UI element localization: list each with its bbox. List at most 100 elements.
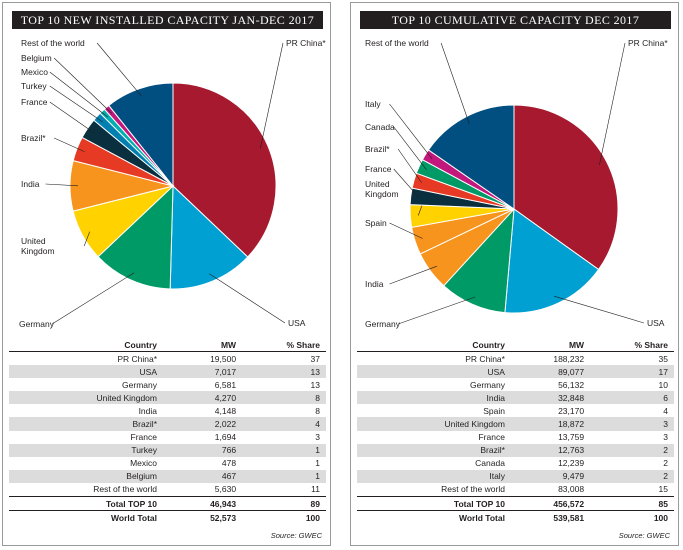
table-cell: Belgium (9, 469, 157, 483)
table-cell: PR China* (465, 353, 505, 364)
leader-line-france (49, 101, 95, 134)
table-header-row: Country MW% Share (357, 338, 674, 352)
column-header: Country (357, 338, 505, 352)
table-cell: 89,077 (504, 365, 585, 379)
table-cell: 766 (157, 443, 237, 457)
leader-line-germany (51, 272, 135, 325)
table-cell: 85 (584, 496, 674, 511)
table-row: United Kingdom 18,872 3 (357, 417, 674, 431)
chart-title: TOP 10 NEW INSTALLED CAPACITY JAN-DEC 20… (12, 11, 323, 29)
table-cell: Turkey (9, 443, 157, 457)
table-cell: USA (9, 365, 157, 379)
table-cell: 1 (236, 469, 326, 483)
pie-label-pr-china: PR China* (286, 38, 326, 48)
table-row: USA 89,077 17 (357, 365, 674, 379)
leader-line-mexico (49, 71, 108, 118)
table-cell: 188,232 (553, 353, 585, 364)
table-cell: 8 (236, 391, 326, 405)
table-row: France 1,694 3 (9, 431, 326, 444)
table-cell: 478 (221, 458, 237, 469)
table-cell: 6,581 (214, 379, 237, 390)
pie-label-pr-china: PR China* (628, 38, 668, 48)
chart-title: TOP 10 CUMULATIVE CAPACITY DEC 2017 (360, 11, 671, 29)
leader-line-rest-of-the-world (96, 42, 142, 97)
table-cell: 52,573 (157, 510, 237, 525)
table-cell: 456,572 (504, 496, 585, 511)
table-cell: France (478, 432, 505, 443)
table-cell: 467 (157, 469, 237, 483)
table-header-row: Country MW% Share (9, 338, 326, 352)
pie-label-france: France (21, 97, 48, 107)
table-cell: 2 (584, 443, 674, 457)
pie-label-united-kingdom: United Kingdom (21, 236, 55, 256)
table-cell: USA (357, 365, 505, 379)
pie-label-italy: Italy (365, 99, 381, 109)
pie-label-turkey: Turkey (21, 81, 47, 91)
leader-line-india (389, 265, 438, 285)
table-cell: Germany (469, 379, 505, 390)
table-row: Turkey 766 1 (9, 443, 326, 457)
table-row: Rest of the world 83,008 15 (357, 483, 674, 497)
pie-label-belgium: Belgium (21, 53, 52, 63)
table-cell: 89 (236, 496, 326, 511)
source-note: Source: GWEC (270, 531, 322, 540)
table-row: Brazil* 12,763 2 (357, 443, 674, 457)
pie-label-brazil: Brazil* (21, 133, 46, 143)
table-cell: 6 (584, 391, 674, 405)
table-cell: 13,759 (558, 432, 585, 443)
table-row: PR China* 19,500 37 (9, 352, 326, 366)
table-row: Mexico 478 1 (9, 457, 326, 470)
table-cell: 37 (310, 353, 320, 364)
table-cell: 1,694 (214, 432, 237, 443)
table-cell: 100 (236, 510, 326, 525)
table-cell: Total TOP 10 (9, 496, 157, 511)
table-cell: India (357, 391, 505, 405)
table-cell: 4,148 (214, 405, 237, 416)
table-cell: 3 (315, 432, 320, 443)
cumulative-capacity-panel: TOP 10 CUMULATIVE CAPACITY DEC 2017 PR C… (350, 2, 679, 546)
table-cell: Brazil* (357, 443, 505, 457)
new-capacity-panel: TOP 10 NEW INSTALLED CAPACITY JAN-DEC 20… (2, 2, 331, 546)
cumulative-capacity-table: Country MW% Share PR China* 188,232 35 USA 89,… (357, 338, 674, 525)
table-cell: 3 (584, 417, 674, 431)
table-cell: 4 (663, 405, 668, 416)
table-cell: 19,500 (210, 353, 237, 364)
table-cell: World Total (357, 510, 505, 525)
table-cell: Mexico (130, 458, 157, 469)
table-cell: India (138, 405, 157, 416)
column-header: % Share (236, 338, 326, 352)
table-row: Belgium 467 1 (9, 469, 326, 483)
table-cell: United Kingdom (9, 391, 157, 405)
table-cell: 17 (584, 365, 674, 379)
leader-line-italy (389, 103, 433, 160)
leader-line-germany (398, 296, 476, 325)
table-row: Spain 23,170 4 (357, 404, 674, 417)
table-cell: 7,017 (157, 365, 237, 379)
table-cell: Rest of the world (441, 484, 505, 495)
table-cell: Canada (475, 458, 505, 469)
pie-slice-rest-of-the-world (427, 104, 515, 210)
table-cell: Germany (122, 379, 157, 390)
leader-line-spain (389, 222, 423, 239)
table-cell: 10 (658, 379, 668, 390)
pie-label-india: India (21, 179, 40, 189)
table-row: PR China* 188,232 35 (357, 352, 674, 366)
table-cell: 8 (315, 405, 320, 416)
pie-label-usa: USA (647, 318, 665, 328)
column-header: Country (9, 338, 157, 352)
table-cell: 46,943 (157, 496, 237, 511)
table-row: India 4,148 8 (9, 404, 326, 417)
total-top10-row: Total TOP 10 456,572 85 (357, 496, 674, 511)
table-cell: 2 (663, 458, 668, 469)
leader-line-turkey (49, 85, 103, 123)
table-cell: 23,170 (558, 405, 585, 416)
table-cell: 18,872 (504, 417, 585, 431)
table-cell: 5,630 (214, 484, 237, 495)
table-cell: Total TOP 10 (357, 496, 505, 511)
world-total-row: World Total 539,581 100 (357, 510, 674, 525)
leader-line-pr-china (260, 42, 284, 149)
table-cell: 11 (311, 484, 320, 495)
table-cell: PR China* (117, 353, 157, 364)
table-cell: 100 (584, 510, 674, 525)
pie-label-mexico: Mexico (21, 67, 48, 77)
